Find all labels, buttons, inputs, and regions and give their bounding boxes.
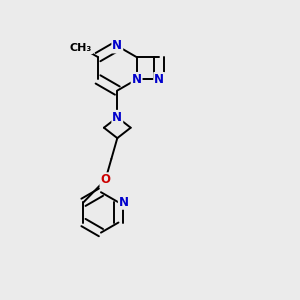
Text: N: N xyxy=(132,73,142,86)
Text: N: N xyxy=(112,40,122,52)
Text: N: N xyxy=(119,196,129,209)
Text: N: N xyxy=(154,73,164,86)
Text: O: O xyxy=(100,173,110,186)
Text: N: N xyxy=(112,111,122,124)
Text: CH₃: CH₃ xyxy=(70,43,92,53)
